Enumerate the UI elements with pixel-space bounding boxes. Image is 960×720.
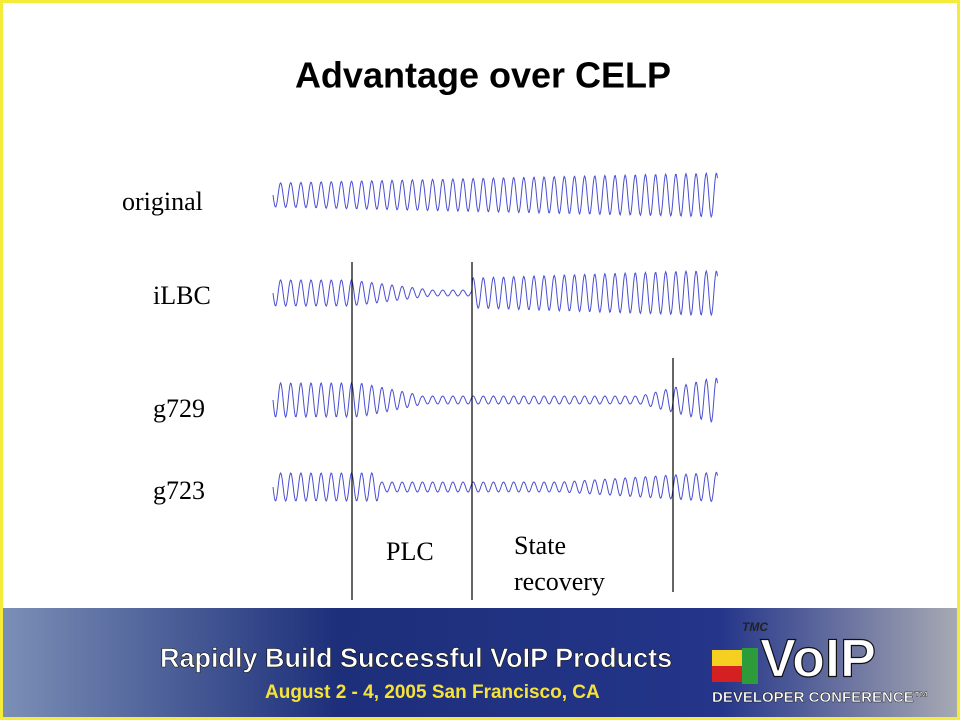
annotation: recovery [514,567,605,596]
logo-block [742,648,758,684]
annotation: PLC [386,537,434,566]
slide-title: Advantage over CELP [295,55,671,96]
logo-block [712,666,742,682]
banner-background [3,608,957,717]
banner: Rapidly Build Successful VoIP Products A… [3,608,957,717]
logo-block [712,650,742,666]
waveforms [272,171,718,503]
logo-text: VoIP [760,628,876,688]
banner-dates: August 2 - 4, 2005 San Francisco, CA [265,682,600,703]
waveform [272,269,718,317]
waveform [272,171,718,219]
waveform-label: original [122,187,203,216]
waveform-label: iLBC [153,281,211,310]
waveform-label: g723 [153,476,205,505]
waveform [272,377,718,424]
waveform [272,471,718,503]
brand: TMC [742,620,768,634]
banner-headline: Rapidly Build Successful VoIP Products [160,643,672,673]
conference-name: DEVELOPER CONFERENCE™ [712,689,929,706]
annotation: State [514,531,566,560]
waveform-label: g729 [153,394,205,423]
